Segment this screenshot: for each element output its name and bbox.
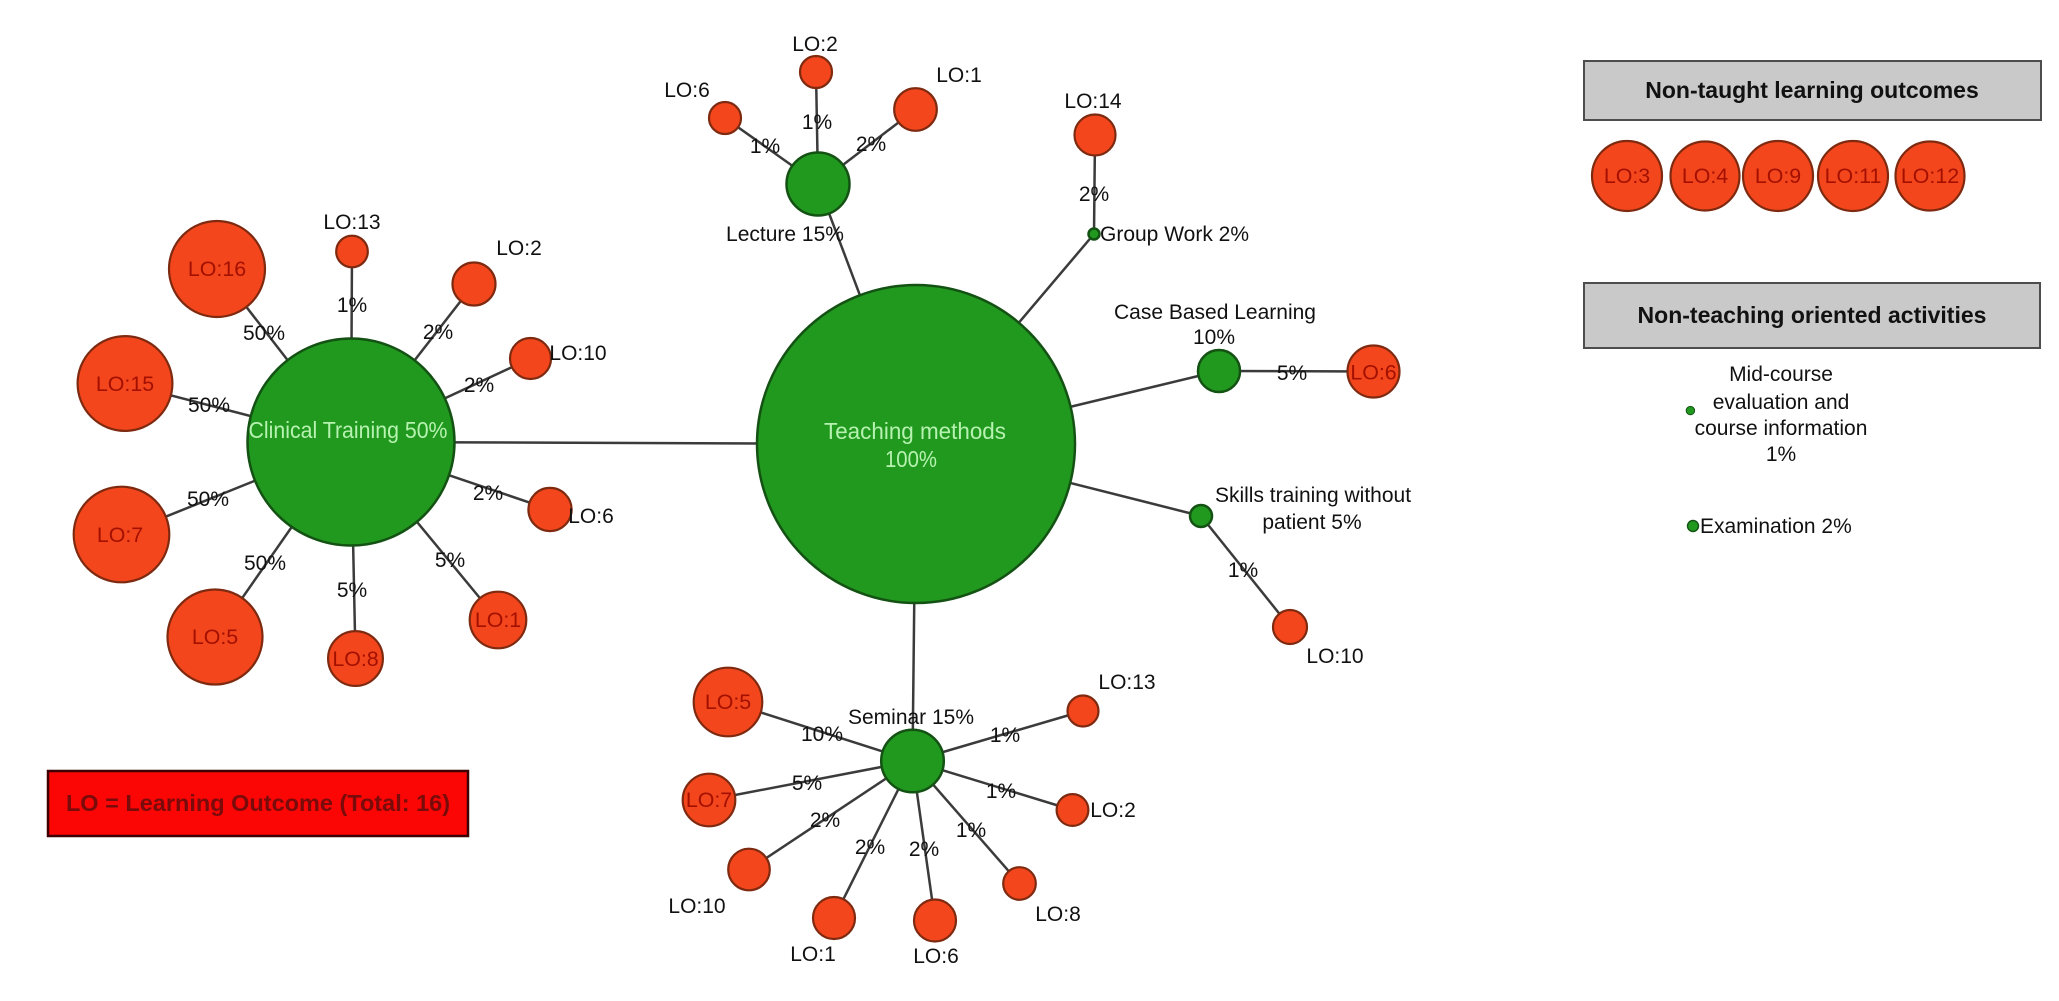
svg-text:LO:10: LO:10 [668, 895, 725, 918]
svg-text:5%: 5% [435, 549, 465, 572]
svg-text:LO:5: LO:5 [192, 625, 238, 649]
svg-text:5%: 5% [792, 772, 822, 795]
svg-text:50%: 50% [243, 322, 285, 345]
svg-text:LO:12: LO:12 [1901, 164, 1959, 188]
svg-text:Group Work 2%: Group Work 2% [1100, 223, 1249, 246]
svg-text:LO:4: LO:4 [1682, 164, 1728, 188]
svg-text:Lecture 15%: Lecture 15% [726, 223, 844, 246]
svg-text:Non-taught learning outcomes: Non-taught learning outcomes [1645, 77, 1979, 103]
svg-text:LO:14: LO:14 [1064, 90, 1122, 113]
svg-text:Case Based Learning: Case Based Learning [1114, 301, 1316, 324]
svg-text:1%: 1% [1766, 443, 1796, 466]
svg-text:2%: 2% [423, 321, 453, 344]
svg-text:Clinical Training 50%: Clinical Training 50% [249, 417, 448, 443]
svg-text:course information: course information [1695, 417, 1868, 440]
svg-text:1%: 1% [337, 294, 367, 317]
svg-text:Mid-course: Mid-course [1729, 363, 1833, 386]
svg-text:1%: 1% [1228, 559, 1258, 582]
svg-text:5%: 5% [337, 579, 367, 602]
svg-text:LO:1: LO:1 [475, 608, 521, 632]
svg-text:LO:2: LO:2 [496, 237, 542, 260]
svg-text:LO:10: LO:10 [549, 342, 606, 365]
svg-text:LO:1: LO:1 [936, 64, 982, 87]
svg-text:LO:2: LO:2 [1090, 799, 1136, 822]
svg-text:LO:11: LO:11 [1825, 164, 1882, 188]
svg-text:LO:6: LO:6 [568, 505, 614, 528]
svg-text:2%: 2% [856, 133, 886, 156]
svg-text:Examination 2%: Examination 2% [1700, 515, 1852, 538]
svg-text:LO:6: LO:6 [913, 945, 959, 968]
svg-text:1%: 1% [750, 135, 780, 158]
svg-text:2%: 2% [473, 482, 503, 505]
svg-text:patient 5%: patient 5% [1262, 511, 1361, 534]
svg-text:LO:6: LO:6 [664, 79, 710, 102]
svg-text:Teaching methods: Teaching methods [824, 418, 1006, 444]
svg-text:2%: 2% [909, 838, 939, 861]
svg-text:Non-teaching oriented activiti: Non-teaching oriented activities [1638, 302, 1987, 328]
svg-text:5%: 5% [1277, 362, 1307, 385]
svg-text:LO:9: LO:9 [1755, 164, 1801, 188]
svg-text:1%: 1% [990, 724, 1020, 747]
svg-text:LO:15: LO:15 [96, 372, 154, 396]
svg-text:2%: 2% [855, 836, 885, 859]
svg-text:LO:2: LO:2 [792, 33, 838, 56]
svg-text:50%: 50% [187, 488, 229, 511]
svg-text:LO:10: LO:10 [1306, 645, 1363, 668]
svg-text:100%: 100% [885, 446, 937, 472]
svg-text:10%: 10% [801, 723, 843, 746]
svg-text:2%: 2% [464, 374, 494, 397]
svg-text:LO:13: LO:13 [1098, 671, 1155, 694]
svg-text:LO:1: LO:1 [790, 943, 836, 966]
svg-text:LO:3: LO:3 [1604, 164, 1650, 188]
svg-text:50%: 50% [244, 552, 286, 575]
svg-text:LO:7: LO:7 [686, 788, 732, 812]
svg-text:Seminar 15%: Seminar 15% [848, 706, 974, 729]
svg-text:LO:7: LO:7 [97, 523, 143, 547]
svg-text:LO:6: LO:6 [1350, 361, 1396, 385]
svg-text:1%: 1% [986, 780, 1016, 803]
svg-text:10%: 10% [1193, 326, 1235, 349]
svg-text:LO:13: LO:13 [323, 211, 380, 234]
svg-text:2%: 2% [810, 809, 840, 832]
svg-text:1%: 1% [956, 819, 986, 842]
svg-text:LO = Learning Outcome (Total:: LO = Learning Outcome (Total: 16) [66, 790, 450, 816]
svg-text:LO:16: LO:16 [188, 257, 246, 281]
svg-text:LO:8: LO:8 [332, 647, 378, 671]
svg-text:1%: 1% [802, 111, 832, 134]
svg-text:LO:5: LO:5 [705, 690, 751, 714]
svg-text:Skills training without: Skills training without [1215, 484, 1411, 507]
svg-text:2%: 2% [1079, 183, 1109, 206]
svg-text:LO:8: LO:8 [1035, 903, 1081, 926]
svg-text:50%: 50% [188, 394, 230, 417]
svg-text:evaluation and: evaluation and [1713, 391, 1850, 414]
